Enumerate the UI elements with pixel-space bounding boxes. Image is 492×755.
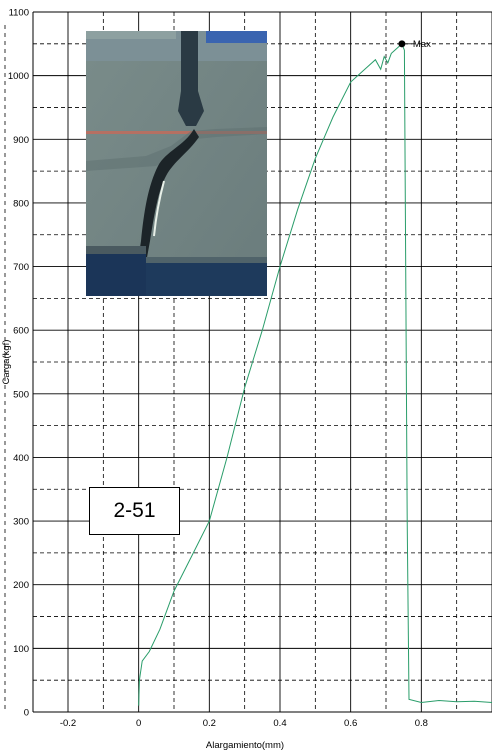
sample-label: 2-51 — [113, 499, 156, 522]
x-tick-label: 0.4 — [273, 718, 286, 729]
x-axis-label: Alargamiento(mm) — [206, 740, 284, 751]
max-label: Max — [413, 39, 431, 50]
y-tick-label: 800 — [13, 198, 29, 209]
x-tick-label: 0.8 — [415, 718, 428, 729]
y-tick-label: 900 — [13, 135, 29, 146]
y-tick-labels: 0 100 200 300 400 500 600 700 800 900 1000 1100 — [8, 8, 29, 719]
series-line — [138, 42, 492, 706]
x-tick-label: 0.6 — [344, 718, 357, 729]
y-tick-label: 1000 — [8, 71, 29, 82]
sample-label-box: 2-51 — [89, 487, 180, 535]
x-tick-labels: -0.2 0 0.2 0.4 0.6 0.8 — [60, 718, 428, 729]
y-tick-label: 200 — [13, 580, 29, 591]
max-marker — [398, 40, 406, 48]
y-tick-label: 700 — [13, 262, 29, 273]
annotations: Max — [398, 39, 431, 50]
y-tick-label: 0 — [24, 708, 29, 719]
x-tick-label: 0 — [136, 718, 141, 729]
y-tick-label: 300 — [13, 517, 29, 528]
y-tick-label: 400 — [13, 453, 29, 464]
y-axis-label: Carga(kgf) — [1, 340, 12, 385]
y-tick-label: 1100 — [9, 8, 29, 19]
x-tick-label: 0.2 — [203, 718, 216, 729]
y-tick-label: 500 — [13, 389, 29, 400]
y-tick-label: 600 — [13, 326, 29, 337]
specimen-photo — [86, 31, 267, 296]
y-tick-label: 100 — [13, 644, 29, 655]
x-tick-label: -0.2 — [60, 718, 76, 729]
